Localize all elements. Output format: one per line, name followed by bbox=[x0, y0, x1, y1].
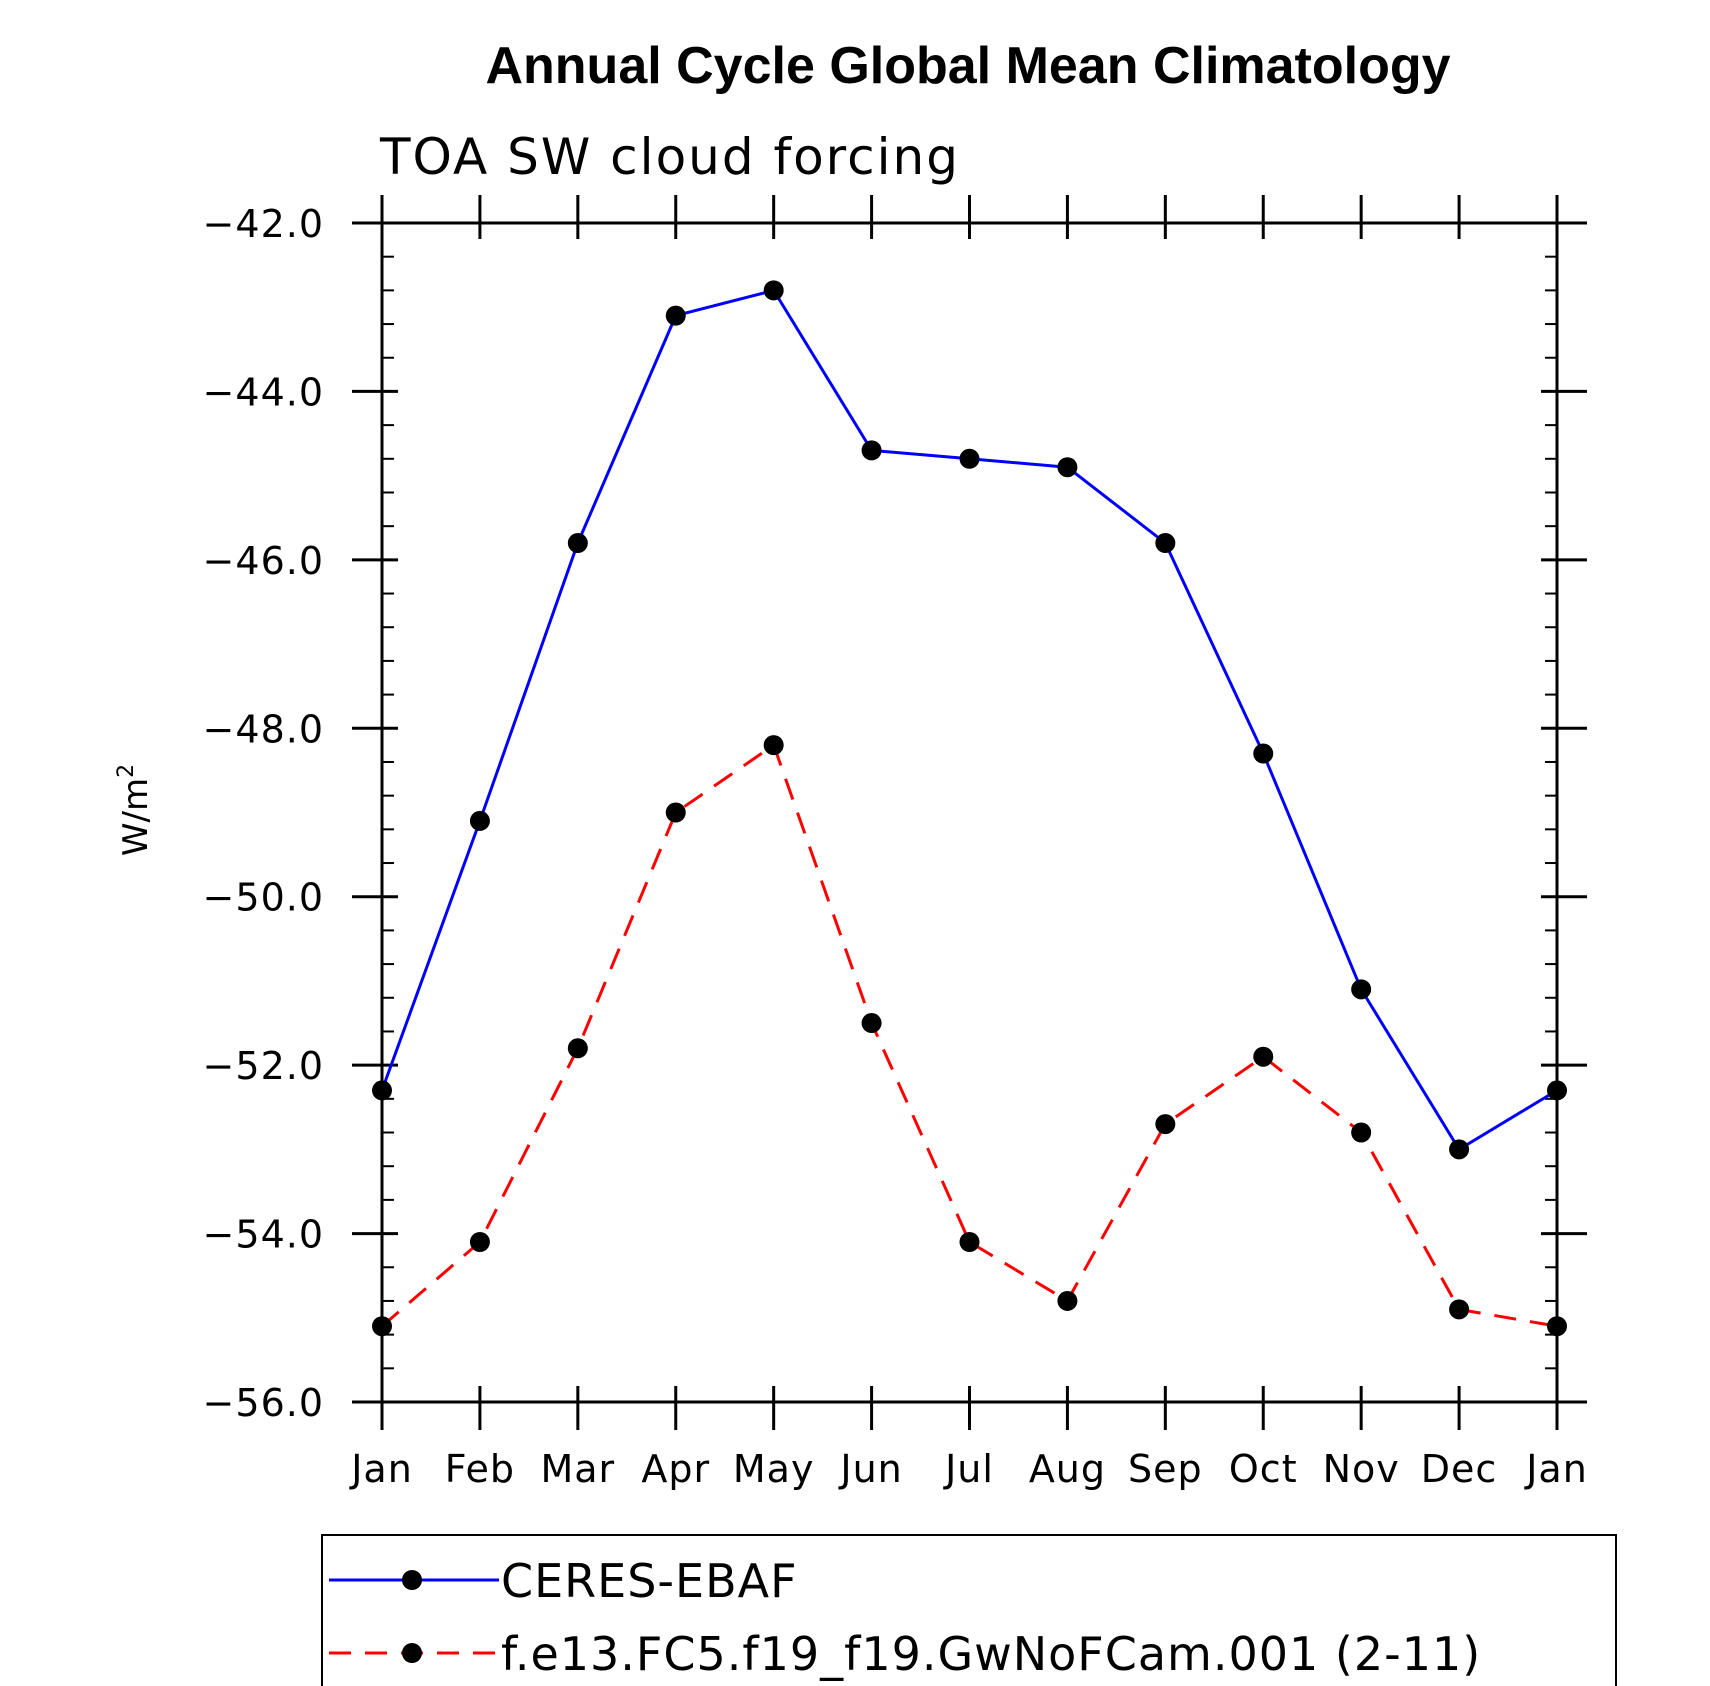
data-point-ceres bbox=[763, 280, 784, 301]
data-point-ceres bbox=[959, 448, 980, 469]
x-tick-label: Feb bbox=[445, 1447, 515, 1491]
data-point-model bbox=[1351, 1122, 1372, 1143]
data-point-model bbox=[763, 735, 784, 756]
data-point-model bbox=[372, 1316, 392, 1337]
data-point-ceres bbox=[665, 305, 686, 326]
data-point-model bbox=[959, 1231, 980, 1252]
x-tick-label: Dec bbox=[1421, 1447, 1498, 1491]
series-layer bbox=[372, 280, 1567, 1337]
x-tick-label: Jul bbox=[943, 1447, 994, 1491]
x-tick-label: Apr bbox=[641, 1447, 710, 1491]
data-point-ceres bbox=[1057, 457, 1078, 478]
x-tick-label: Jan bbox=[349, 1447, 413, 1491]
x-tick-label: Oct bbox=[1229, 1447, 1298, 1491]
data-point-ceres bbox=[1253, 743, 1274, 764]
y-tick-label: −44.0 bbox=[203, 370, 324, 414]
x-tick-label: Aug bbox=[1029, 1447, 1106, 1491]
y-axis-label: W/m2 bbox=[114, 764, 156, 856]
chart-title: Annual Cycle Global Mean Climatology bbox=[485, 37, 1450, 95]
data-point-ceres bbox=[372, 1080, 392, 1101]
legend-label-ceres: CERES-EBAF bbox=[501, 1554, 798, 1608]
x-tick-label: Jan bbox=[1524, 1447, 1588, 1491]
x-tick-label: May bbox=[733, 1447, 815, 1491]
data-point-model bbox=[861, 1013, 882, 1034]
data-point-ceres bbox=[469, 810, 490, 831]
data-point-model bbox=[1155, 1114, 1176, 1135]
data-point-model bbox=[567, 1038, 588, 1059]
data-point-ceres bbox=[1449, 1139, 1470, 1160]
axes-layer: −42.0 −44.0 −46.0 −48.0 −50.0 −52.0 −54.0 −56.0… bbox=[203, 195, 1588, 1491]
legend-label-model: f.e13.FC5.f19_f19.GwNoFCam.001 (2-11) bbox=[501, 1627, 1481, 1681]
legend-marker-model bbox=[402, 1643, 422, 1663]
data-point-ceres bbox=[861, 440, 882, 461]
y-tick-label: −52.0 bbox=[203, 1044, 324, 1088]
series-line-ceres bbox=[380, 288, 1558, 1151]
y-tick-label: −54.0 bbox=[203, 1213, 324, 1257]
data-point-model bbox=[469, 1231, 490, 1252]
y-tick-label: −42.0 bbox=[203, 202, 324, 246]
y-tick-label: −56.0 bbox=[203, 1381, 324, 1425]
data-point-ceres bbox=[1351, 979, 1372, 1000]
data-point-ceres bbox=[1547, 1080, 1567, 1101]
legend-marker-ceres bbox=[402, 1570, 422, 1590]
chart-subtitle: TOA SW cloud forcing bbox=[379, 128, 960, 186]
y-tick-label: −50.0 bbox=[203, 876, 324, 920]
y-tick-label: −46.0 bbox=[203, 539, 324, 583]
y-axis-label-superscript: 2 bbox=[114, 764, 139, 778]
data-point-model bbox=[665, 802, 686, 823]
y-tick-label: −48.0 bbox=[203, 707, 324, 751]
x-tick-label: Mar bbox=[540, 1447, 615, 1491]
data-point-model bbox=[1449, 1299, 1470, 1320]
y-axis-label-text: W/m bbox=[116, 778, 156, 856]
legend: CERES-EBAF f.e13.FC5.f19_f19.GwNoFCam.00… bbox=[321, 1534, 1617, 1686]
legend-box bbox=[321, 1534, 1617, 1686]
plot-frame bbox=[380, 221, 1559, 1404]
svg-text:W/m2: W/m2 bbox=[114, 764, 156, 856]
data-point-model bbox=[1057, 1290, 1078, 1311]
x-tick-label: Sep bbox=[1128, 1447, 1203, 1491]
data-point-ceres bbox=[567, 533, 588, 554]
data-point-ceres bbox=[1155, 533, 1176, 554]
data-point-model bbox=[1547, 1316, 1567, 1337]
x-tick-label: Nov bbox=[1323, 1447, 1400, 1491]
x-tick-label: Jun bbox=[838, 1447, 902, 1491]
data-point-model bbox=[1253, 1046, 1274, 1067]
